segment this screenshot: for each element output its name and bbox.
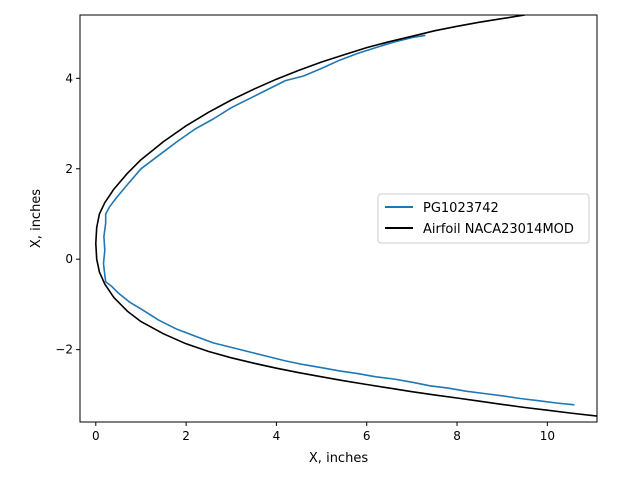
series-line-pg1023742	[102, 34, 575, 406]
y-axis: −2 0 2 4	[55, 71, 80, 357]
y-tick-label: 2	[65, 162, 73, 176]
x-tick-label: 0	[92, 429, 100, 443]
x-tick-label: 8	[453, 429, 461, 443]
series-layer	[95, 15, 597, 417]
y-tick-label: 0	[65, 252, 73, 266]
x-tick-label: 4	[273, 429, 281, 443]
y-axis-label: X, inches	[29, 189, 44, 248]
plot-frame	[79, 14, 598, 423]
legend: PG1023742 Airfoil NACA23014MOD	[377, 193, 590, 244]
x-tick-label: 6	[363, 429, 371, 443]
series-line-airfoil	[95, 15, 597, 417]
legend-box	[377, 193, 590, 244]
x-axis: 0 2 4 6 8 10	[92, 422, 555, 443]
x-tick-label: 2	[182, 429, 190, 443]
legend-label-pg1023742: PG1023742	[423, 201, 499, 216]
y-tick-label: 4	[65, 71, 73, 85]
y-tick-label: −2	[55, 343, 73, 357]
x-axis-label: X, inches	[309, 451, 368, 466]
x-tick-label: 10	[540, 429, 555, 443]
legend-label-airfoil: Airfoil NACA23014MOD	[423, 222, 574, 237]
